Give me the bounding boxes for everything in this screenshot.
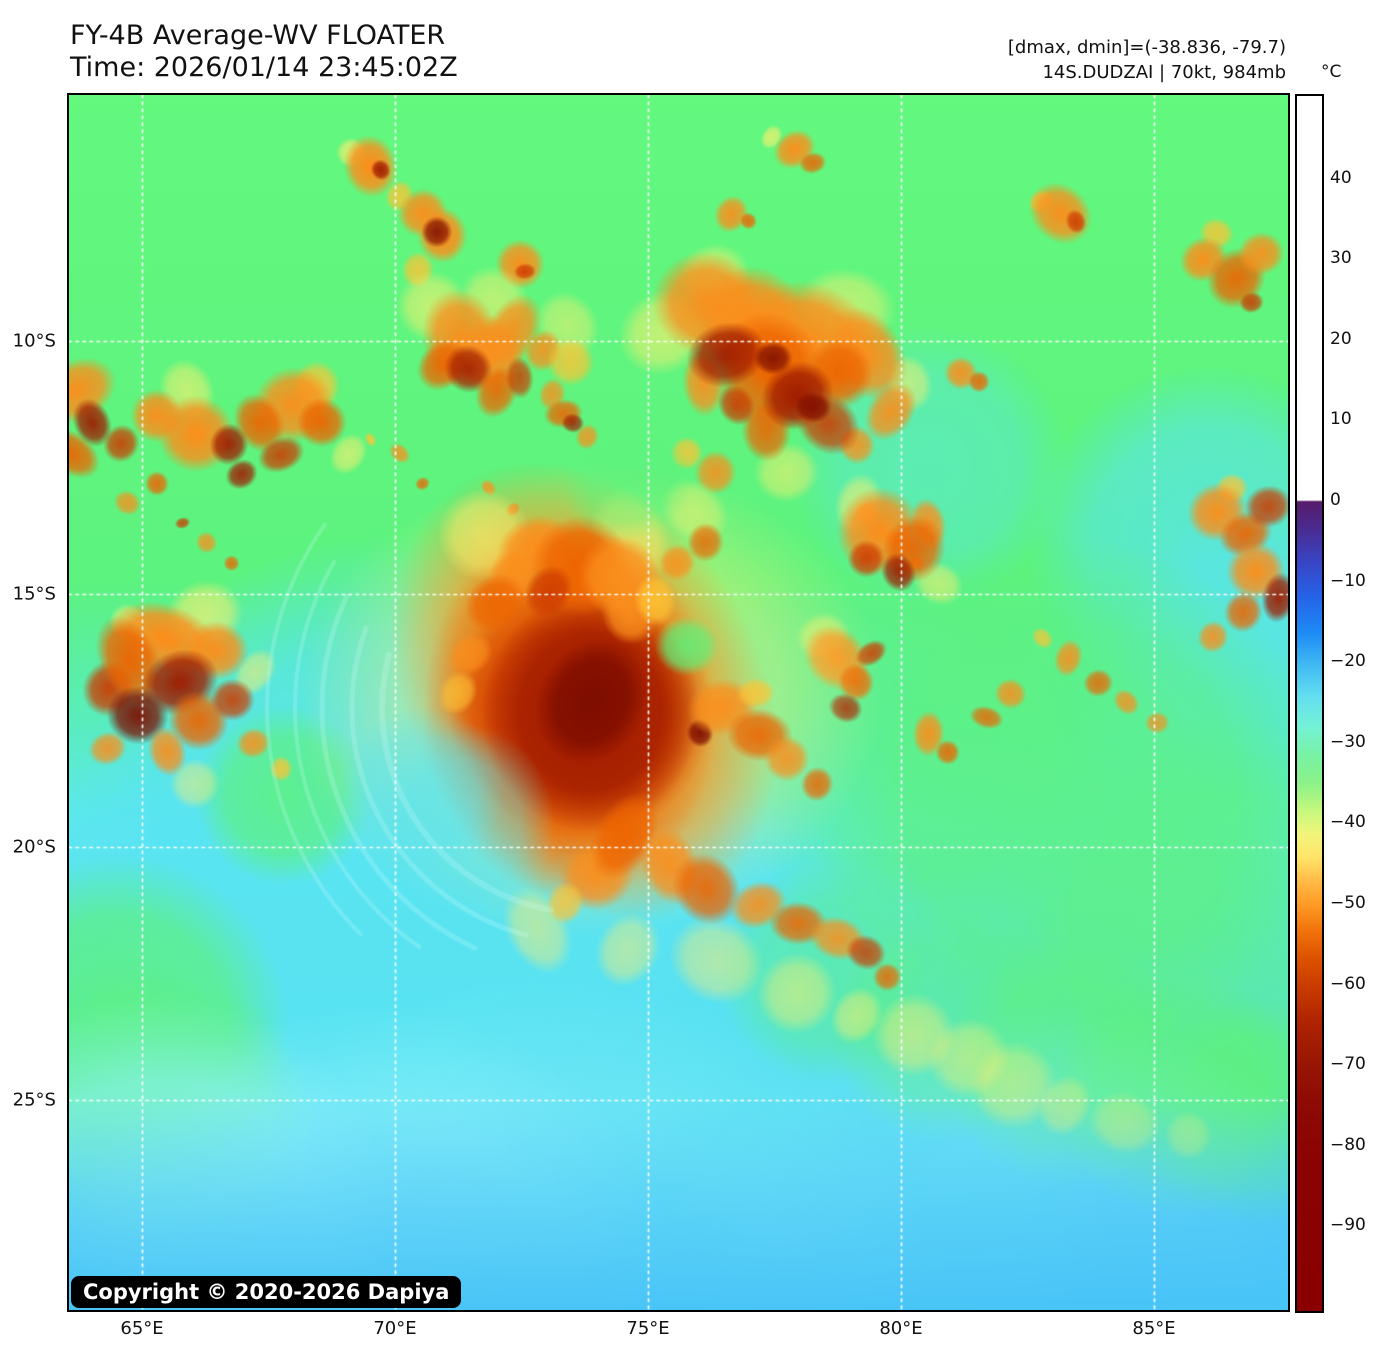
colorbar-tick-9: −50 xyxy=(1330,892,1366,913)
colorbar-tick-0: 40 xyxy=(1330,167,1352,188)
colorbar-tick-13: −90 xyxy=(1330,1214,1366,1235)
colorbar-tick-11: −70 xyxy=(1330,1053,1366,1074)
lat-tick-label-0: 10°S xyxy=(12,330,56,352)
temperature-colorbar xyxy=(1295,94,1324,1313)
colorbar-tick-5: −10 xyxy=(1330,571,1366,591)
lat-tick-label-2: 20°S xyxy=(12,836,56,858)
page-title: FY-4B Average-WV FLOATER xyxy=(70,20,446,51)
lon-tick-label-0: 65°E xyxy=(120,1318,164,1339)
lon-tick-label-3: 80°E xyxy=(879,1318,923,1339)
colorbar-tick-7: −30 xyxy=(1330,731,1366,752)
colorbar-tick-1: 30 xyxy=(1330,248,1352,269)
lat-tick-label-3: 25°S xyxy=(12,1089,56,1111)
colorbar-tick-12: −80 xyxy=(1330,1135,1366,1155)
dmax-dmin-label: [dmax, dmin]=(-38.836, -79.7) xyxy=(1007,37,1286,58)
lon-tick-label-4: 85°E xyxy=(1132,1318,1176,1339)
satellite-imagery-canvas xyxy=(69,95,1288,1310)
colorbar-tick-labels: 40 30 20 10 0 −10 −20 −30 −40 −50 −60 −70 −80 −90 xyxy=(1330,95,1388,1310)
storm-info-block: [dmax, dmin]=(-38.836, -79.7) 14S.DUDZAI… xyxy=(1008,35,1286,85)
longitude-axis: 65°E 70°E 75°E 80°E 85°E xyxy=(69,1318,1288,1342)
colorbar-tick-4: 0 xyxy=(1330,489,1341,510)
lon-tick-label-2: 75°E xyxy=(626,1318,670,1339)
satellite-map-frame xyxy=(67,93,1290,1312)
colorbar-tick-3: 10 xyxy=(1330,409,1352,430)
colorbar-tick-2: 20 xyxy=(1330,328,1352,349)
lat-tick-label-1: 15°S xyxy=(12,583,56,605)
colorbar-unit-label: °C xyxy=(1321,62,1342,82)
colorbar-tick-8: −40 xyxy=(1330,812,1366,833)
storm-name-intensity-label: 14S.DUDZAI | 70kt, 984mb xyxy=(1042,62,1286,83)
copyright-badge: Copyright © 2020-2026 Dapiya xyxy=(71,1276,462,1308)
latitude-axis: 10°S 15°S 20°S 25°S xyxy=(0,95,62,1310)
colorbar-tick-6: −20 xyxy=(1330,650,1366,671)
lon-tick-label-1: 70°E xyxy=(373,1318,417,1339)
timestamp: Time: 2026/01/14 23:45:02Z xyxy=(70,52,458,83)
colorbar-tick-10: −60 xyxy=(1330,974,1366,994)
